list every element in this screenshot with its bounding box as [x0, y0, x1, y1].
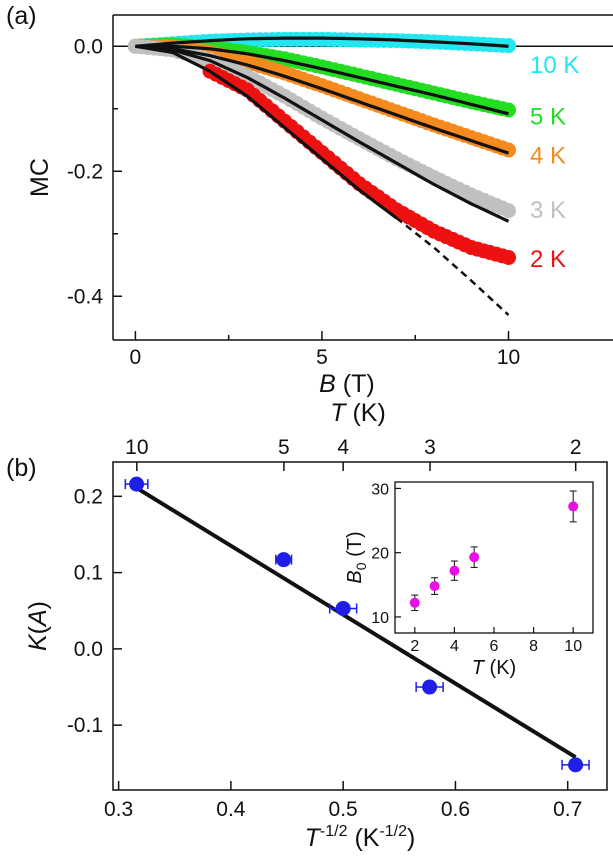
y-tick-label: 0.0 [74, 638, 103, 661]
data-point [129, 476, 145, 492]
series-label: 3 K [530, 197, 566, 224]
data-point [501, 142, 517, 158]
x-tick-label: 0 [130, 346, 142, 369]
fit-line [135, 486, 577, 759]
y-tick-label: 0.1 [74, 562, 103, 585]
y-tick-label: -0.2 [67, 160, 103, 183]
inset-x-axis-label: T (K) [472, 657, 516, 679]
inset-data-point [568, 501, 579, 512]
inset-y-tick-label: 10 [371, 610, 389, 627]
top-x-tick-label: 5 [278, 436, 290, 459]
y-axis-label: K(A) [24, 601, 52, 651]
top-x-tick-label: 4 [337, 436, 349, 459]
top-x-tick-label: 10 [125, 436, 148, 459]
x-tick-label: 0.5 [329, 798, 358, 821]
top-x-tick-label: 3 [424, 436, 436, 459]
panel-a-label: (a) [6, 2, 37, 30]
inset-x-tick-label: 10 [564, 638, 582, 655]
data-point [568, 757, 584, 773]
fit-extrapolation [395, 217, 510, 316]
data-point [335, 600, 351, 616]
data-point [422, 679, 438, 695]
inset-data-point [409, 597, 420, 608]
inset-y-tick-label: 20 [371, 546, 389, 563]
data-point [501, 102, 517, 118]
x-axis-label: B (T) [319, 370, 375, 398]
x-tick-label: 10 [497, 346, 520, 369]
y-tick-label: -0.4 [67, 285, 104, 308]
series-label: 5 K [530, 103, 566, 130]
data-point [501, 203, 517, 219]
x-tick-label: 0.4 [216, 798, 246, 821]
y-tick-label: -0.1 [67, 714, 103, 737]
fit-line [135, 44, 510, 223]
inset-data-point [449, 565, 460, 576]
chart-a: 0.0 -0.2 -0.4 0 5 10 B (T) MC 10 K 5 K 4 K 3 K 2 K [26, 14, 613, 398]
x-tick-label: 0.7 [553, 798, 582, 821]
x-axis-label: T-1/2 (K-1/2) [305, 823, 416, 852]
x-tick-label: 0.3 [104, 798, 133, 821]
data-point [501, 250, 517, 265]
inset-data-point [429, 581, 440, 592]
y-axis-label: MC [26, 158, 54, 197]
fit-line [135, 44, 510, 155]
fit-line [135, 44, 398, 220]
x-tick-label: 0.6 [441, 798, 470, 821]
y-tick-label: 0.0 [74, 35, 103, 58]
plot-frame [112, 461, 608, 791]
chart-b: 0.2 0.1 0.0 -0.1 0.3 0.4 0.5 0.6 0.7 10 5 4 3 2 T (K) T… [24, 399, 608, 852]
inset-x-tick-label: 4 [450, 638, 459, 655]
inset-y-tick-label: 30 [371, 481, 389, 498]
panel-b-label: (b) [6, 454, 37, 482]
inset-x-tick-label: 2 [410, 638, 419, 655]
series-label: 2 K [530, 246, 566, 273]
series-label: 4 K [530, 143, 566, 170]
top-x-axis-label: T (K) [330, 399, 386, 427]
inset-x-tick-label: 6 [490, 638, 499, 655]
top-x-tick-label: 2 [570, 436, 582, 459]
chart-b-inset: 10 20 30 2 4 6 8 10 T (K) B0 (T) [344, 481, 594, 679]
fit-line [135, 44, 509, 116]
inset-x-tick-label: 8 [529, 638, 538, 655]
y-tick-label: 0.2 [74, 485, 103, 508]
data-point [276, 552, 292, 568]
inset-data-point [469, 552, 480, 563]
x-tick-label: 5 [316, 346, 328, 369]
fit-line [135, 36, 509, 48]
inset-y-axis-label: B0 (T) [344, 531, 369, 583]
inset-frame [394, 481, 594, 634]
series-label: 10 K [530, 52, 579, 79]
